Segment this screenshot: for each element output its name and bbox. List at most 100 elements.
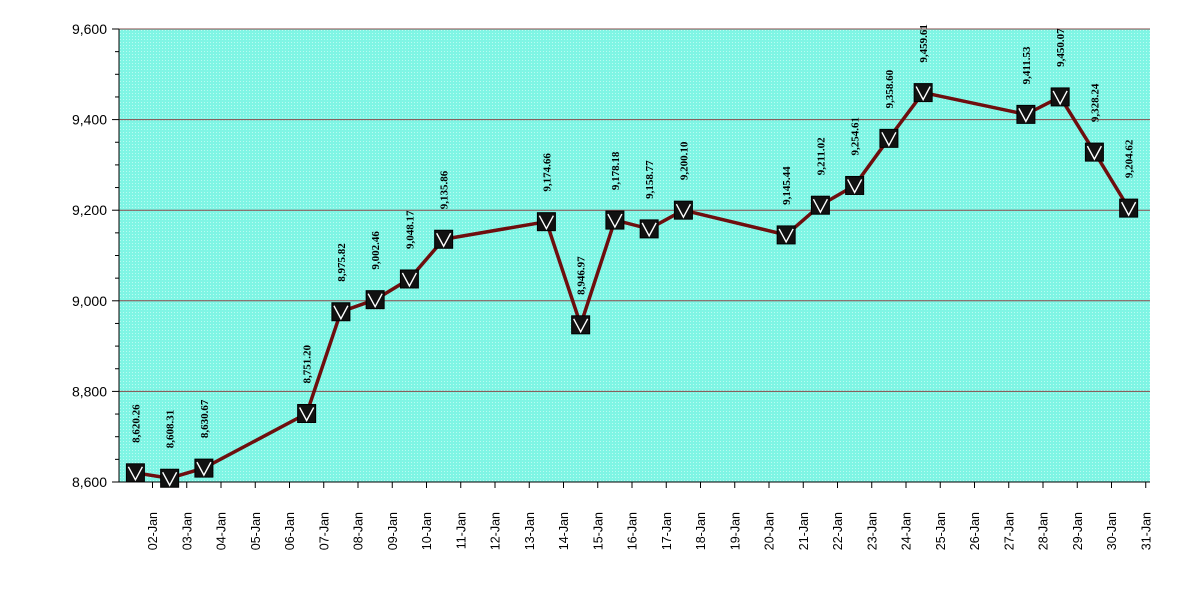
data-point-marker (571, 315, 591, 335)
marker-square (125, 463, 145, 483)
x-tick-label: 13-Jan (523, 512, 537, 550)
marker-square (913, 83, 933, 103)
check-mark-icon (1052, 90, 1068, 106)
check-mark-icon (127, 466, 144, 482)
check-mark-icon (401, 272, 418, 288)
data-label: 9,254.61 (850, 117, 862, 156)
data-label: 8,751.20 (302, 345, 314, 384)
marker-square (331, 302, 351, 322)
marker-square (536, 212, 556, 232)
marker-square (810, 195, 830, 215)
y-tick-labels: 8,600 8,800 9,000 9,200 9,400 9,600 (72, 21, 107, 490)
data-point-marker (913, 83, 933, 103)
data-label: 9,174.66 (541, 153, 553, 192)
marker-square (1084, 142, 1104, 162)
marker-square (605, 210, 625, 230)
data-label: 9,204.62 (1124, 139, 1136, 178)
data-point-marker (1016, 104, 1036, 124)
x-tick-label: 25-Jan (934, 512, 948, 550)
marker-square (194, 458, 214, 478)
x-tick-label: 14-Jan (557, 512, 571, 550)
check-mark-icon (641, 222, 657, 238)
data-point-marker (331, 302, 351, 322)
x-tick-label: 17-Jan (660, 512, 674, 550)
x-tick-label: 16-Jan (626, 512, 640, 550)
x-tick-label: 09-Jan (386, 512, 400, 550)
x-tick-labels: 02-Jan 03-Jan 04-Jan 05-Jan 06-Jan 07-Jan 08-J… (146, 512, 1153, 550)
data-point-marker (1084, 142, 1104, 162)
check-mark-icon (333, 305, 349, 321)
marker-square (845, 175, 865, 195)
check-mark-icon (436, 232, 452, 248)
x-tick-label: 18-Jan (694, 512, 708, 550)
x-tick-label: 19-Jan (728, 512, 742, 550)
marker-square (571, 315, 591, 335)
x-tick-label: 23-Jan (865, 512, 879, 550)
data-point-marker (194, 458, 214, 478)
check-mark-icon (1018, 108, 1034, 123)
data-point-marker (639, 219, 659, 239)
data-label: 9,145.44 (781, 166, 793, 205)
marker-square (399, 269, 419, 289)
marker-square (434, 229, 454, 249)
x-tick-label: 10-Jan (420, 512, 434, 550)
marker-square (365, 290, 385, 310)
grid-lines (119, 28, 1150, 392)
data-point-marker (160, 468, 180, 488)
x-tick-label: 04-Jan (215, 512, 229, 550)
plot-area (119, 29, 1150, 482)
check-mark-icon (538, 215, 555, 231)
data-label: 8,946.97 (576, 256, 588, 295)
x-tick-label: 02-Jan (146, 512, 160, 550)
data-point-marker (297, 404, 317, 424)
data-label: 9,158.77 (644, 160, 656, 199)
x-tick-label: 03-Jan (180, 512, 194, 550)
x-tick-label: 26-Jan (968, 512, 982, 550)
x-tick-label: 28-Jan (1037, 512, 1051, 550)
data-label: 8,620.26 (130, 404, 142, 443)
data-point-marker (1050, 87, 1070, 107)
marker-square (879, 128, 899, 148)
data-point-marker (399, 269, 419, 289)
data-point-marker (536, 212, 556, 232)
data-label: 9,200.10 (678, 141, 690, 180)
x-tick-label: 21-Jan (797, 512, 811, 550)
data-point-marker (879, 128, 899, 148)
data-label: 9,358.60 (884, 69, 896, 108)
data-label: 9,002.46 (370, 231, 382, 270)
check-mark-icon (299, 407, 315, 422)
check-mark-icon (1086, 145, 1103, 161)
data-point-marker (434, 229, 454, 249)
data-label: 9,459.61 (918, 24, 930, 63)
x-tick-label: 31-Jan (1139, 512, 1153, 550)
y-tick-label: 9,000 (72, 293, 107, 309)
marker-square (1016, 104, 1036, 124)
data-point-marker (365, 290, 385, 310)
x-tick-label: 07-Jan (317, 512, 331, 550)
x-tick-label: 22-Jan (831, 512, 845, 550)
data-label: 9,135.86 (439, 170, 451, 209)
marker-square (1119, 198, 1139, 218)
data-point-marker (125, 463, 145, 483)
data-label: 9,411.53 (1021, 46, 1033, 84)
series-line (135, 90, 1131, 480)
check-mark-icon (881, 132, 897, 147)
check-mark-icon (675, 203, 692, 219)
axes (112, 28, 1150, 488)
check-mark-icon (915, 86, 931, 102)
data-point-marker (845, 175, 865, 195)
check-mark-icon (812, 198, 829, 214)
marker-square (160, 468, 180, 488)
data-point-marker (810, 195, 830, 215)
marker-square (639, 219, 659, 239)
check-mark-icon (573, 318, 589, 334)
marker-square (1050, 87, 1070, 107)
data-point-marker (1119, 198, 1139, 218)
data-label: 8,630.67 (199, 399, 211, 438)
data-label: 9,048.17 (404, 210, 416, 249)
y-tick-label: 9,600 (72, 21, 107, 37)
x-tick-label: 20-Jan (763, 512, 777, 550)
data-labels: 8,620.26 8,608.31 8,630.67 8,751.20 8,975.82… (130, 24, 1135, 448)
check-mark-icon (607, 213, 623, 229)
marker-square (776, 225, 796, 245)
